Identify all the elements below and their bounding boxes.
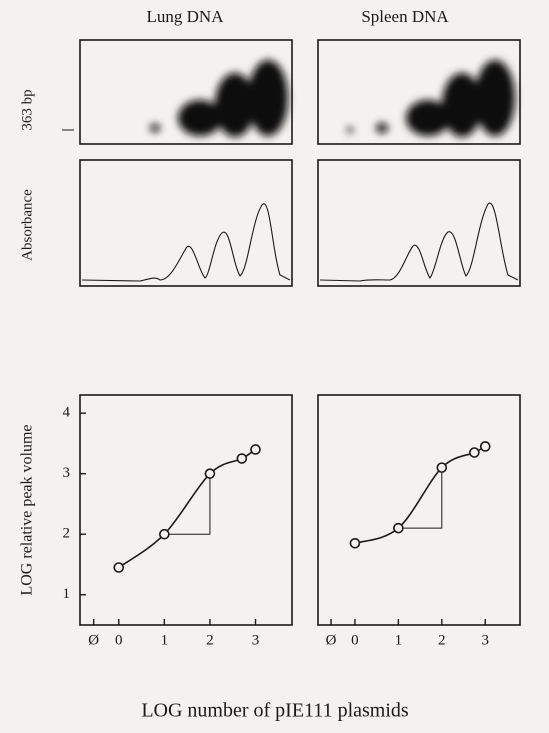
plot-frame — [80, 395, 292, 625]
x-tick-label: Ø — [326, 632, 337, 648]
x-tick-label: 1 — [161, 632, 169, 648]
panel-title: Spleen DNA — [361, 7, 449, 26]
x-tick-label: 3 — [252, 632, 260, 648]
data-line — [119, 449, 256, 567]
gel-left — [80, 40, 292, 144]
data-point — [114, 563, 123, 572]
data-point — [160, 530, 169, 539]
x-tick-label: 3 — [481, 632, 489, 648]
figure: Lung DNA Spleen DNA 363 bp Absorbance LO… — [0, 0, 549, 733]
trace-right — [318, 160, 520, 286]
x-axis-label: LOG number of pIE111 plasmids — [141, 700, 409, 722]
x-tick-label: 0 — [115, 632, 123, 648]
y-axis-label: LOG relative peak volume — [19, 424, 36, 595]
x-tick-label: 1 — [395, 632, 403, 648]
gel-right — [318, 40, 520, 144]
x-tick-label: Ø — [88, 632, 99, 648]
y-tick-label: 1 — [63, 586, 71, 602]
data-point — [205, 469, 214, 478]
trace-left — [80, 160, 292, 286]
y-tick-label: 2 — [63, 526, 71, 542]
data-point — [251, 445, 260, 454]
panel-title: Lung DNA — [147, 7, 225, 26]
y-tick-label: 3 — [63, 465, 71, 481]
data-point — [437, 463, 446, 472]
data-point — [470, 448, 479, 457]
y-tick-label: 4 — [63, 405, 71, 421]
data-point — [350, 539, 359, 548]
page: {"figure": {"lung_title": "Lung DNA", "s… — [0, 0, 549, 733]
data-point — [394, 524, 403, 533]
x-tick-label: 0 — [351, 632, 359, 648]
data-point — [237, 454, 246, 463]
data-line — [355, 446, 485, 543]
data-point — [481, 442, 490, 451]
plot-frame — [318, 395, 520, 625]
x-tick-label: 2 — [206, 632, 214, 648]
x-tick-label: 2 — [438, 632, 446, 648]
gel-label: 363 bp — [19, 89, 35, 130]
trace-label: Absorbance — [19, 189, 35, 261]
